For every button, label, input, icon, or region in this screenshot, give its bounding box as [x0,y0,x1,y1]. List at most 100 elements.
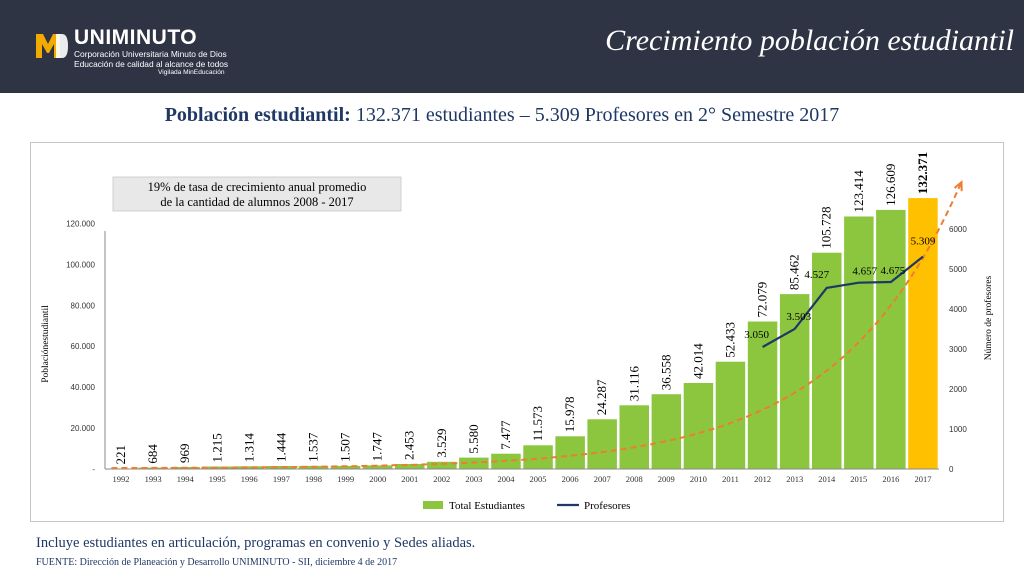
bar-1996 [234,466,265,469]
x-tick-label: 1999 [337,474,354,484]
y2-tick-label: 1000 [949,425,967,434]
y2-tick-label: 3000 [949,345,967,354]
y-tick-label: - [92,465,95,474]
md-logo-mark-icon [36,34,68,58]
bar-value-label: 3.529 [434,429,449,458]
bar-2017 [908,198,938,469]
x-tick-label: 2000 [369,474,386,484]
legend-label-estudiantes: Total Estudiantes [449,500,525,512]
source-note: FUENTE: Dirección de Planeación y Desarr… [36,557,398,568]
x-tick-label: 1992 [113,474,130,484]
bar-value-label: 1.444 [273,432,288,462]
bar-value-label: 7.477 [498,420,513,450]
x-tick-label: 1995 [209,474,226,484]
bar-value-label: 1.747 [370,432,385,462]
footnote: Incluye estudiantes en articulación, pro… [36,535,476,551]
bar-value-label: 105.728 [819,206,834,248]
y2-tick-label: 4000 [949,305,967,314]
annotation-box [112,176,402,212]
bar-value-label: 11.573 [530,406,545,441]
y2-tick-label: 5000 [949,265,967,274]
x-tick-label: 1998 [305,474,322,484]
x-tick-label: 2006 [562,474,579,484]
bar-2005 [523,445,553,469]
y-axis-title: Poblaciónestudiantil [41,305,51,383]
y-tick-label: 40.000 [71,383,96,392]
bar-value-label: 969 [177,444,192,464]
x-tick-label: 2008 [626,474,643,484]
page-title: Crecimiento población estudiantil [605,24,1014,57]
profesores-value-label: 4.527 [804,269,829,281]
chart-frame: 19% de tasa de crecimiento anual promedi… [30,142,1004,522]
subtitle-label: Población estudiantil: [164,104,351,126]
y-tick-label: 80.000 [71,301,96,310]
bar-2006 [555,436,585,469]
chart-subtitle: Población estudiantil: 132.371 estudiant… [0,104,1004,127]
bar-value-label: 2.453 [402,431,417,460]
profesores-line [762,255,924,348]
y-tick-label: 120.000 [66,219,95,228]
trendline [111,181,963,470]
bar-2012 [747,321,778,469]
x-tick-label: 1996 [241,474,258,484]
trendline-arrow [953,180,963,192]
bar-value-label: 15.978 [562,397,577,433]
x-tick-label: 2014 [818,474,836,484]
y2-tick-label: 0 [949,465,954,474]
bar-2011 [715,361,746,469]
bar-2000 [362,465,393,469]
profesores-value-label: 4.675 [881,265,906,277]
header-bar: UNIMINUTO Corporación Universitaria Minu… [0,0,1024,93]
x-tick-label: 2016 [882,474,899,484]
x-tick-label: 2012 [754,474,771,484]
profesores-value-label: 5.309 [911,236,936,248]
bar-2007 [587,419,617,469]
bar-2016 [876,209,906,469]
uniminuto-logo[interactable]: UNIMINUTO Corporación Universitaria Minu… [34,20,264,80]
bar-value-label: 5.580 [466,424,481,453]
y2-tick-label: 6000 [949,225,967,234]
bar-2010 [683,383,714,469]
x-tick-label: 1997 [273,474,290,484]
bar-value-label: 24.287 [594,379,609,415]
student-growth-chart: 19% de tasa de crecimiento anual promedi… [41,152,994,512]
logo-tagline-2: Educación de calidad al alcance de todos [74,59,229,69]
bar-value-label: 36.558 [658,354,673,390]
bar-value-label: 126.609 [883,164,898,206]
x-tick-label: 1994 [177,474,195,484]
profesores-value-label: 3.503 [786,311,811,323]
x-tick-label: 1993 [145,474,162,484]
x-tick-label: 2011 [722,474,739,484]
bar-2013 [779,294,810,469]
bar-value-label: 1.215 [209,433,224,462]
x-tick-label: 2009 [658,474,675,484]
y-tick-label: 60.000 [71,342,96,351]
legend-swatch-estudiantes [423,501,443,509]
x-tick-label: 2002 [433,474,450,484]
profesores-value-label: 3.050 [744,329,769,341]
x-tick-label: 2003 [465,474,482,484]
y2-axis-title: Número de profesores [983,275,994,360]
logo-name: UNIMINUTO [74,26,198,49]
x-tick-label: 2007 [594,474,611,484]
bar-value-label: 31.116 [626,366,641,402]
bar-value-label: 123.414 [851,170,866,213]
bar-1999 [330,465,361,469]
profesores-value-label: 4.657 [852,266,877,278]
bar-2001 [395,464,425,469]
bar-value-label: 1.537 [306,432,321,462]
bar-value-label: 1.507 [338,432,353,462]
bar-value-label: 1.314 [241,433,256,463]
bar-value-label: 85.462 [787,254,802,290]
bar-2008 [619,405,649,469]
logo-tagline-3: Vigilada MinEducación [158,69,225,76]
x-tick-label: 2004 [498,474,516,484]
bar-value-label: 684 [145,444,160,464]
subtitle-text: 132.371 estudiantes – 5.309 Profesores e… [350,104,840,126]
bar-2009 [651,394,682,469]
x-tick-label: 2005 [530,474,547,484]
x-tick-label: 2001 [401,474,418,484]
bar-value-label: 221 [113,445,128,465]
y2-tick-label: 2000 [949,385,967,394]
x-tick-label: 2013 [786,474,803,484]
